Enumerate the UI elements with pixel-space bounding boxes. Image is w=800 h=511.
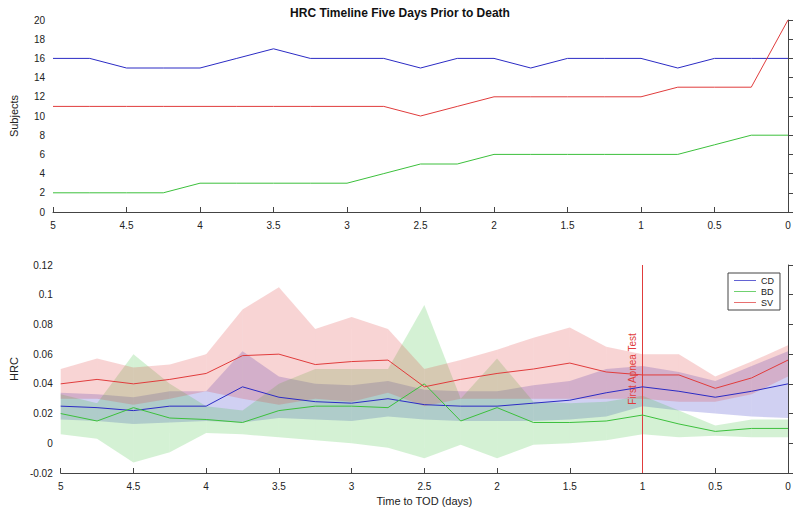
svg-text:4: 4 [203, 481, 209, 492]
svg-text:0.5: 0.5 [708, 481, 722, 492]
svg-text:4: 4 [39, 168, 45, 179]
svg-text:2: 2 [494, 481, 500, 492]
svg-text:0: 0 [47, 438, 53, 449]
svg-text:BD: BD [761, 287, 774, 297]
svg-text:1: 1 [638, 220, 644, 231]
svg-text:10: 10 [34, 111, 46, 122]
svg-text:3: 3 [349, 481, 355, 492]
svg-text:4.5: 4.5 [126, 481, 140, 492]
svg-text:20: 20 [34, 15, 46, 26]
svg-text:SV: SV [761, 298, 773, 308]
svg-text:2: 2 [39, 187, 45, 198]
svg-text:6: 6 [39, 149, 45, 160]
svg-text:Time to TOD (days): Time to TOD (days) [376, 495, 472, 507]
svg-text:0.12: 0.12 [33, 260, 53, 271]
svg-text:8: 8 [39, 130, 45, 141]
svg-text:0: 0 [39, 207, 45, 218]
svg-text:2.5: 2.5 [414, 220, 428, 231]
svg-text:18: 18 [34, 34, 46, 45]
svg-text:1: 1 [640, 481, 646, 492]
svg-text:Subjects: Subjects [8, 94, 20, 137]
svg-text:0.02: 0.02 [33, 408, 53, 419]
svg-text:First Apnea Test: First Apnea Test [627, 333, 638, 405]
svg-text:CD: CD [761, 276, 774, 286]
svg-text:2: 2 [491, 220, 497, 231]
svg-text:HRC: HRC [8, 357, 20, 381]
svg-text:2.5: 2.5 [417, 481, 431, 492]
svg-text:16: 16 [34, 53, 46, 64]
svg-text:5: 5 [50, 220, 56, 231]
svg-text:1.5: 1.5 [561, 220, 575, 231]
svg-text:0.06: 0.06 [33, 349, 53, 360]
svg-text:0.08: 0.08 [33, 319, 53, 330]
svg-text:0.04: 0.04 [33, 378, 53, 389]
svg-text:0.1: 0.1 [39, 289, 53, 300]
svg-text:0.5: 0.5 [708, 220, 722, 231]
svg-text:-0.02: -0.02 [30, 468, 53, 479]
svg-text:12: 12 [34, 91, 46, 102]
svg-text:3: 3 [344, 220, 350, 231]
svg-text:0: 0 [785, 220, 791, 231]
svg-text:5: 5 [58, 481, 64, 492]
svg-text:HRC Timeline Five Days Prior t: HRC Timeline Five Days Prior to Death [290, 6, 510, 20]
svg-text:1.5: 1.5 [563, 481, 577, 492]
svg-text:14: 14 [34, 72, 46, 83]
svg-text:4.5: 4.5 [120, 220, 134, 231]
svg-text:3.5: 3.5 [267, 220, 281, 231]
svg-text:3.5: 3.5 [272, 481, 286, 492]
svg-text:0: 0 [785, 481, 791, 492]
svg-text:4: 4 [197, 220, 203, 231]
